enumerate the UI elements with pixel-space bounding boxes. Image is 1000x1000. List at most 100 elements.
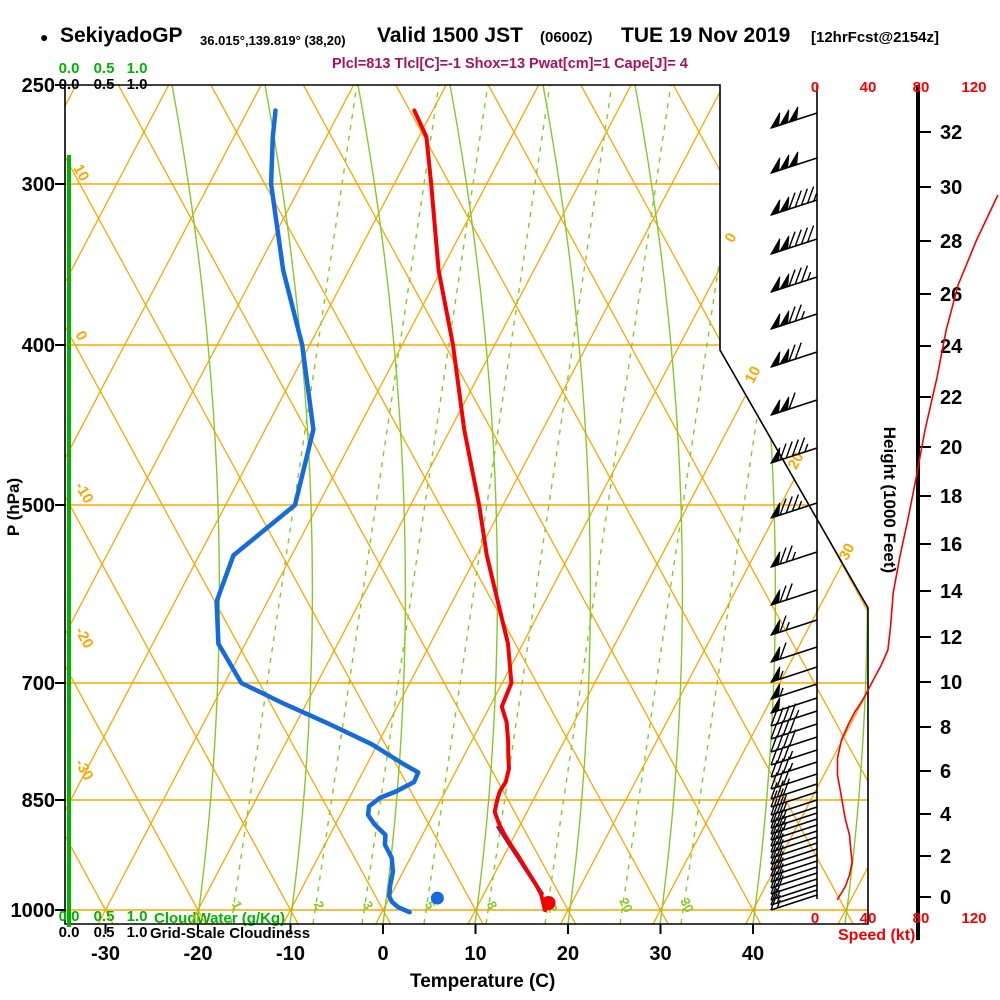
pressure-tick-label: 250 xyxy=(22,75,55,97)
line-shape xyxy=(779,615,787,633)
cloudiness-scale-title: Grid-Scale Cloudiness xyxy=(150,925,311,942)
line-shape xyxy=(776,720,784,738)
line-shape xyxy=(779,642,787,660)
line-shape xyxy=(800,227,809,245)
height-tick-label: 28 xyxy=(940,231,962,253)
wind-barb xyxy=(770,796,818,816)
line-shape xyxy=(770,836,818,853)
line-shape xyxy=(770,835,778,853)
pressure-tick-label: 850 xyxy=(22,790,55,812)
line-shape xyxy=(770,888,778,906)
cloudiness-scale-top-value: 1.0 xyxy=(127,76,148,93)
lcl-dewpoint-dot xyxy=(430,891,444,905)
temperature-tick-label: 40 xyxy=(742,943,764,965)
line-shape xyxy=(770,853,778,871)
line-shape xyxy=(794,267,802,285)
line-shape xyxy=(770,878,818,895)
wind-barb xyxy=(769,437,818,464)
wind-barb xyxy=(769,615,818,636)
isotherm-line xyxy=(65,85,275,924)
mixing-ratio-line xyxy=(230,85,358,924)
line-shape xyxy=(770,841,778,859)
cloudwater-scale-top: 0.0 0.5 1.0 xyxy=(59,60,148,77)
cloudiness-scale-bottom-value: 1.0 xyxy=(127,924,148,941)
line-shape xyxy=(770,842,818,859)
line-shape xyxy=(797,500,803,510)
line-shape xyxy=(770,871,778,889)
height-tick-label: 4 xyxy=(940,804,952,826)
polygon-shape xyxy=(787,151,799,168)
line-shape xyxy=(770,830,818,847)
stability-indices: Plcl=813 Tlcl[C]=-1 Shox=13 Pwat[cm]=1 C… xyxy=(332,56,688,72)
wind-barb xyxy=(770,778,818,800)
height-tick-label: 12 xyxy=(940,627,962,649)
isotherm-label: 30 xyxy=(836,541,859,564)
line-shape xyxy=(770,790,778,808)
cloudwater-scale-bottom: 0.0 0.5 1.0 xyxy=(59,908,148,925)
wind-barb xyxy=(770,869,818,889)
height-tick-label: 30 xyxy=(940,177,962,199)
pressure-tick-label: 1000 xyxy=(11,900,56,922)
speed-tick-label-bottom: 40 xyxy=(860,910,877,927)
line-shape xyxy=(785,583,793,601)
line-shape xyxy=(776,796,784,814)
isotherm-label: 10 xyxy=(742,364,765,387)
mixing-ratio-line xyxy=(485,85,613,924)
polygon-shape xyxy=(769,276,781,293)
line-shape xyxy=(770,872,818,889)
dry-adiabat-line xyxy=(65,85,484,924)
line-shape xyxy=(770,866,818,883)
line-shape xyxy=(782,815,788,825)
line-shape xyxy=(776,733,784,751)
line-shape xyxy=(782,778,791,796)
line-shape xyxy=(770,894,818,911)
wind-barb xyxy=(770,815,818,835)
valid-time-z: (0600Z) xyxy=(540,29,593,46)
line-shape xyxy=(770,799,818,816)
temperature-tick-label: -20 xyxy=(184,943,213,965)
line-shape xyxy=(788,231,796,249)
line-shape xyxy=(776,894,781,904)
line-shape xyxy=(782,802,788,812)
line-shape xyxy=(770,761,818,778)
line-shape xyxy=(776,889,781,899)
line-shape xyxy=(770,798,778,816)
cloudwater-scale-title: CloudWater (g/Kg) xyxy=(154,910,286,927)
line-shape xyxy=(776,839,784,857)
line-shape xyxy=(791,494,800,512)
sounding-curves xyxy=(214,108,547,915)
mixing-ratio-line xyxy=(361,85,489,924)
title-bullet-icon: ● xyxy=(40,29,49,45)
isotherm-line xyxy=(65,85,460,924)
line-shape xyxy=(770,783,818,800)
wind-barb xyxy=(769,225,818,255)
height-tick-label: 16 xyxy=(940,534,962,556)
wind-barb xyxy=(770,803,818,823)
polygon-shape xyxy=(778,273,790,290)
line-shape xyxy=(788,306,796,324)
wind-barb xyxy=(770,893,818,911)
line-shape xyxy=(782,744,791,762)
dry-adiabat-line xyxy=(65,85,114,924)
pressure-tick-label: 300 xyxy=(22,174,55,196)
isotherm-line xyxy=(467,85,868,924)
dry-adiabat-line xyxy=(65,85,299,924)
polygon-shape xyxy=(769,502,781,519)
dry-adiabat-line xyxy=(65,85,392,924)
line-shape xyxy=(770,823,778,841)
polygon-shape xyxy=(769,646,781,663)
wind-barb xyxy=(770,845,818,865)
mixing-ratio-line xyxy=(312,85,440,924)
cloudiness-scale-top-value: 0.0 xyxy=(59,76,80,93)
line-shape xyxy=(797,437,806,455)
line-shape xyxy=(776,815,784,833)
dry-adiabat-label: -20 xyxy=(71,624,96,651)
polygon-shape xyxy=(778,109,790,126)
cloudwater-scale-bottom-value: 0.5 xyxy=(94,908,115,925)
polygon-shape xyxy=(769,697,781,714)
dry-adiabat-line xyxy=(381,85,854,924)
temperature-tick-label: 10 xyxy=(464,943,486,965)
wind-barb xyxy=(769,304,818,330)
cloudiness-scale-bottom-value: 0.0 xyxy=(59,924,80,941)
